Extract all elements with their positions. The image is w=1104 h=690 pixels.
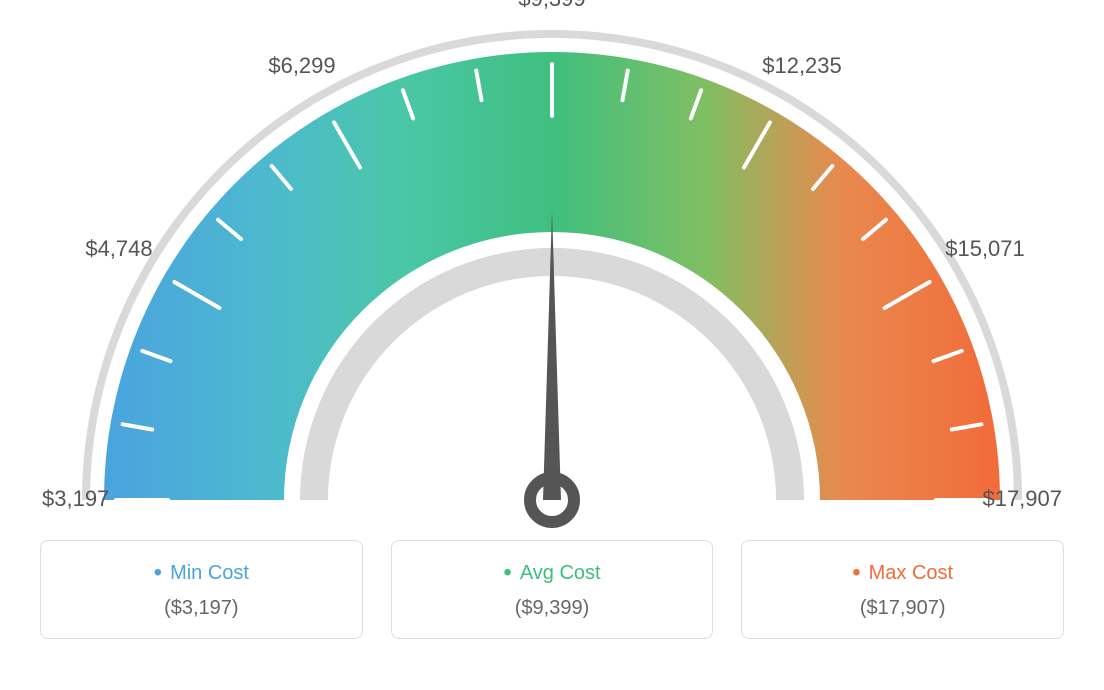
gauge-tick-label: $9,399 (518, 0, 585, 11)
legend-min-label: Min Cost (41, 559, 362, 587)
gauge-tick-label: $4,748 (85, 236, 152, 261)
gauge-svg: $3,197 $4,748 $6,299 $9,399 $12,235 $15,071 $1… (0, 0, 1104, 540)
legend-row: Min Cost ($3,197) Avg Cost ($9,399) Max … (0, 540, 1104, 679)
legend-avg-label: Avg Cost (392, 559, 713, 587)
legend-avg-card: Avg Cost ($9,399) (391, 540, 714, 639)
gauge-tick-label: $17,907 (982, 486, 1062, 511)
gauge-tick-label: $15,071 (945, 236, 1025, 261)
legend-max-value: ($17,907) (742, 597, 1063, 620)
gauge-tick-label: $6,299 (268, 53, 335, 78)
legend-max-card: Max Cost ($17,907) (741, 540, 1064, 639)
legend-avg-value: ($9,399) (392, 597, 713, 620)
legend-min-value: ($3,197) (41, 597, 362, 620)
gauge-area: $3,197 $4,748 $6,299 $9,399 $12,235 $15,071 $1… (0, 0, 1104, 540)
gauge-tick-label: $3,197 (42, 486, 109, 511)
legend-max-label: Max Cost (742, 559, 1063, 587)
cost-gauge-chart: $3,197 $4,748 $6,299 $9,399 $12,235 $15,071 $1… (0, 0, 1104, 690)
legend-min-card: Min Cost ($3,197) (40, 540, 363, 639)
gauge-tick-label: $12,235 (762, 53, 842, 78)
